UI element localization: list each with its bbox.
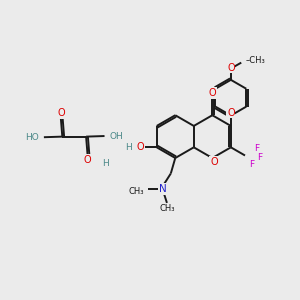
Text: CH₃: CH₃ [160, 204, 175, 213]
Text: O: O [136, 142, 144, 152]
Text: O: O [210, 157, 218, 166]
Text: F: F [257, 153, 262, 162]
Text: –CH₃: –CH₃ [246, 56, 266, 65]
Text: O: O [84, 155, 92, 165]
Text: F: F [249, 160, 254, 169]
Text: CH₃: CH₃ [128, 187, 144, 196]
Text: H: H [102, 159, 109, 168]
Text: O: O [227, 108, 235, 118]
Text: HO: HO [25, 133, 38, 142]
Text: O: O [208, 88, 216, 98]
Text: H: H [126, 143, 132, 152]
Text: N: N [159, 184, 167, 194]
Text: F: F [254, 145, 259, 154]
Text: OH: OH [110, 131, 124, 140]
Text: O: O [227, 63, 235, 73]
Text: O: O [57, 108, 64, 118]
